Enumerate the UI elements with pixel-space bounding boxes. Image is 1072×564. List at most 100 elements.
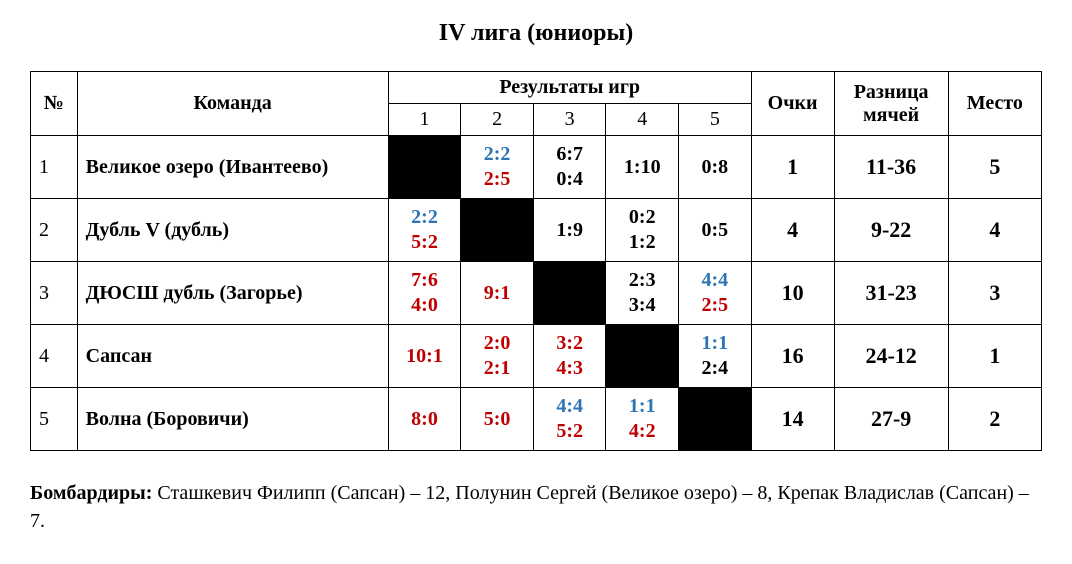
points-cell: 1	[751, 136, 834, 199]
place-cell: 4	[948, 199, 1041, 262]
header-r1: 1	[388, 104, 461, 136]
score-line: 0:5	[685, 218, 745, 243]
result-cell: 0:21:2	[606, 199, 679, 262]
table-row: 2Дубль V (дубль)2:25:21:90:21:20:549-224	[31, 199, 1042, 262]
table-row: 5Волна (Боровичи)8:05:04:45:21:14:21427-…	[31, 388, 1042, 451]
result-cell: 7:64:0	[388, 262, 461, 325]
diagonal-cell	[461, 199, 534, 262]
score-line: 4:4	[540, 394, 600, 419]
header-r5: 5	[679, 104, 752, 136]
result-cell: 4:45:2	[533, 388, 606, 451]
diagonal-cell	[533, 262, 606, 325]
place-cell: 1	[948, 325, 1041, 388]
score-line: 1:2	[612, 230, 672, 255]
score-line: 5:0	[467, 407, 527, 432]
score-line: 2:5	[685, 293, 745, 318]
header-results: Результаты игр	[388, 72, 751, 104]
result-cell: 2:25:2	[388, 199, 461, 262]
score-line: 4:4	[685, 268, 745, 293]
diff-cell: 24-12	[834, 325, 948, 388]
score-line: 2:3	[612, 268, 672, 293]
page-title: IV лига (юниоры)	[30, 20, 1042, 47]
row-num: 4	[31, 325, 78, 388]
row-num: 5	[31, 388, 78, 451]
header-r4: 4	[606, 104, 679, 136]
result-cell: 1:12:4	[679, 325, 752, 388]
header-place: Место	[948, 72, 1041, 136]
header-r2: 2	[461, 104, 534, 136]
table-row: 4Сапсан10:12:02:13:24:31:12:41624-121	[31, 325, 1042, 388]
score-line: 10:1	[395, 344, 455, 369]
score-line: 1:1	[612, 394, 672, 419]
score-line: 1:1	[685, 331, 745, 356]
score-line: 0:4	[540, 167, 600, 192]
team-name: Волна (Боровичи)	[77, 388, 388, 451]
header-diff: Разница мячей	[834, 72, 948, 136]
scorers-note: Бомбардиры: Сташкевич Филипп (Сапсан) – …	[30, 479, 1042, 535]
header-points: Очки	[751, 72, 834, 136]
place-cell: 3	[948, 262, 1041, 325]
score-line: 0:2	[612, 205, 672, 230]
points-cell: 16	[751, 325, 834, 388]
header-num: №	[31, 72, 78, 136]
points-cell: 4	[751, 199, 834, 262]
result-cell: 2:33:4	[606, 262, 679, 325]
result-cell: 3:24:3	[533, 325, 606, 388]
result-cell: 8:0	[388, 388, 461, 451]
score-line: 2:2	[467, 142, 527, 167]
row-num: 1	[31, 136, 78, 199]
score-line: 5:2	[540, 419, 600, 444]
header-r3: 3	[533, 104, 606, 136]
score-line: 4:3	[540, 356, 600, 381]
score-line: 1:10	[612, 155, 672, 180]
team-name: ДЮСШ дубль (Загорье)	[77, 262, 388, 325]
header-team: Команда	[77, 72, 388, 136]
result-cell: 2:02:1	[461, 325, 534, 388]
result-cell: 10:1	[388, 325, 461, 388]
score-line: 2:4	[685, 356, 745, 381]
place-cell: 5	[948, 136, 1041, 199]
score-line: 5:2	[395, 230, 455, 255]
diagonal-cell	[606, 325, 679, 388]
diff-cell: 11-36	[834, 136, 948, 199]
team-name: Дубль V (дубль)	[77, 199, 388, 262]
points-cell: 10	[751, 262, 834, 325]
result-cell: 9:1	[461, 262, 534, 325]
points-cell: 14	[751, 388, 834, 451]
score-line: 6:7	[540, 142, 600, 167]
score-line: 1:9	[540, 218, 600, 243]
place-cell: 2	[948, 388, 1041, 451]
diff-cell: 27-9	[834, 388, 948, 451]
score-line: 0:8	[685, 155, 745, 180]
score-line: 2:5	[467, 167, 527, 192]
result-cell: 0:5	[679, 199, 752, 262]
result-cell: 5:0	[461, 388, 534, 451]
diagonal-cell	[679, 388, 752, 451]
team-name: Великое озеро (Ивантеево)	[77, 136, 388, 199]
result-cell: 4:42:5	[679, 262, 752, 325]
diff-cell: 31-23	[834, 262, 948, 325]
row-num: 2	[31, 199, 78, 262]
row-num: 3	[31, 262, 78, 325]
table-row: 1Великое озеро (Ивантеево)2:22:56:70:41:…	[31, 136, 1042, 199]
score-line: 2:1	[467, 356, 527, 381]
score-line: 2:0	[467, 331, 527, 356]
result-cell: 1:9	[533, 199, 606, 262]
result-cell: 6:70:4	[533, 136, 606, 199]
result-cell: 1:14:2	[606, 388, 679, 451]
score-line: 3:2	[540, 331, 600, 356]
score-line: 4:2	[612, 419, 672, 444]
diagonal-cell	[388, 136, 461, 199]
score-line: 8:0	[395, 407, 455, 432]
score-line: 4:0	[395, 293, 455, 318]
score-line: 7:6	[395, 268, 455, 293]
score-line: 2:2	[395, 205, 455, 230]
standings-table: № Команда Результаты игр Очки Разница мя…	[30, 71, 1042, 451]
score-line: 9:1	[467, 281, 527, 306]
diff-cell: 9-22	[834, 199, 948, 262]
score-line: 3:4	[612, 293, 672, 318]
scorers-label: Бомбардиры:	[30, 482, 152, 504]
result-cell: 2:22:5	[461, 136, 534, 199]
result-cell: 1:10	[606, 136, 679, 199]
table-row: 3ДЮСШ дубль (Загорье)7:64:09:12:33:44:42…	[31, 262, 1042, 325]
